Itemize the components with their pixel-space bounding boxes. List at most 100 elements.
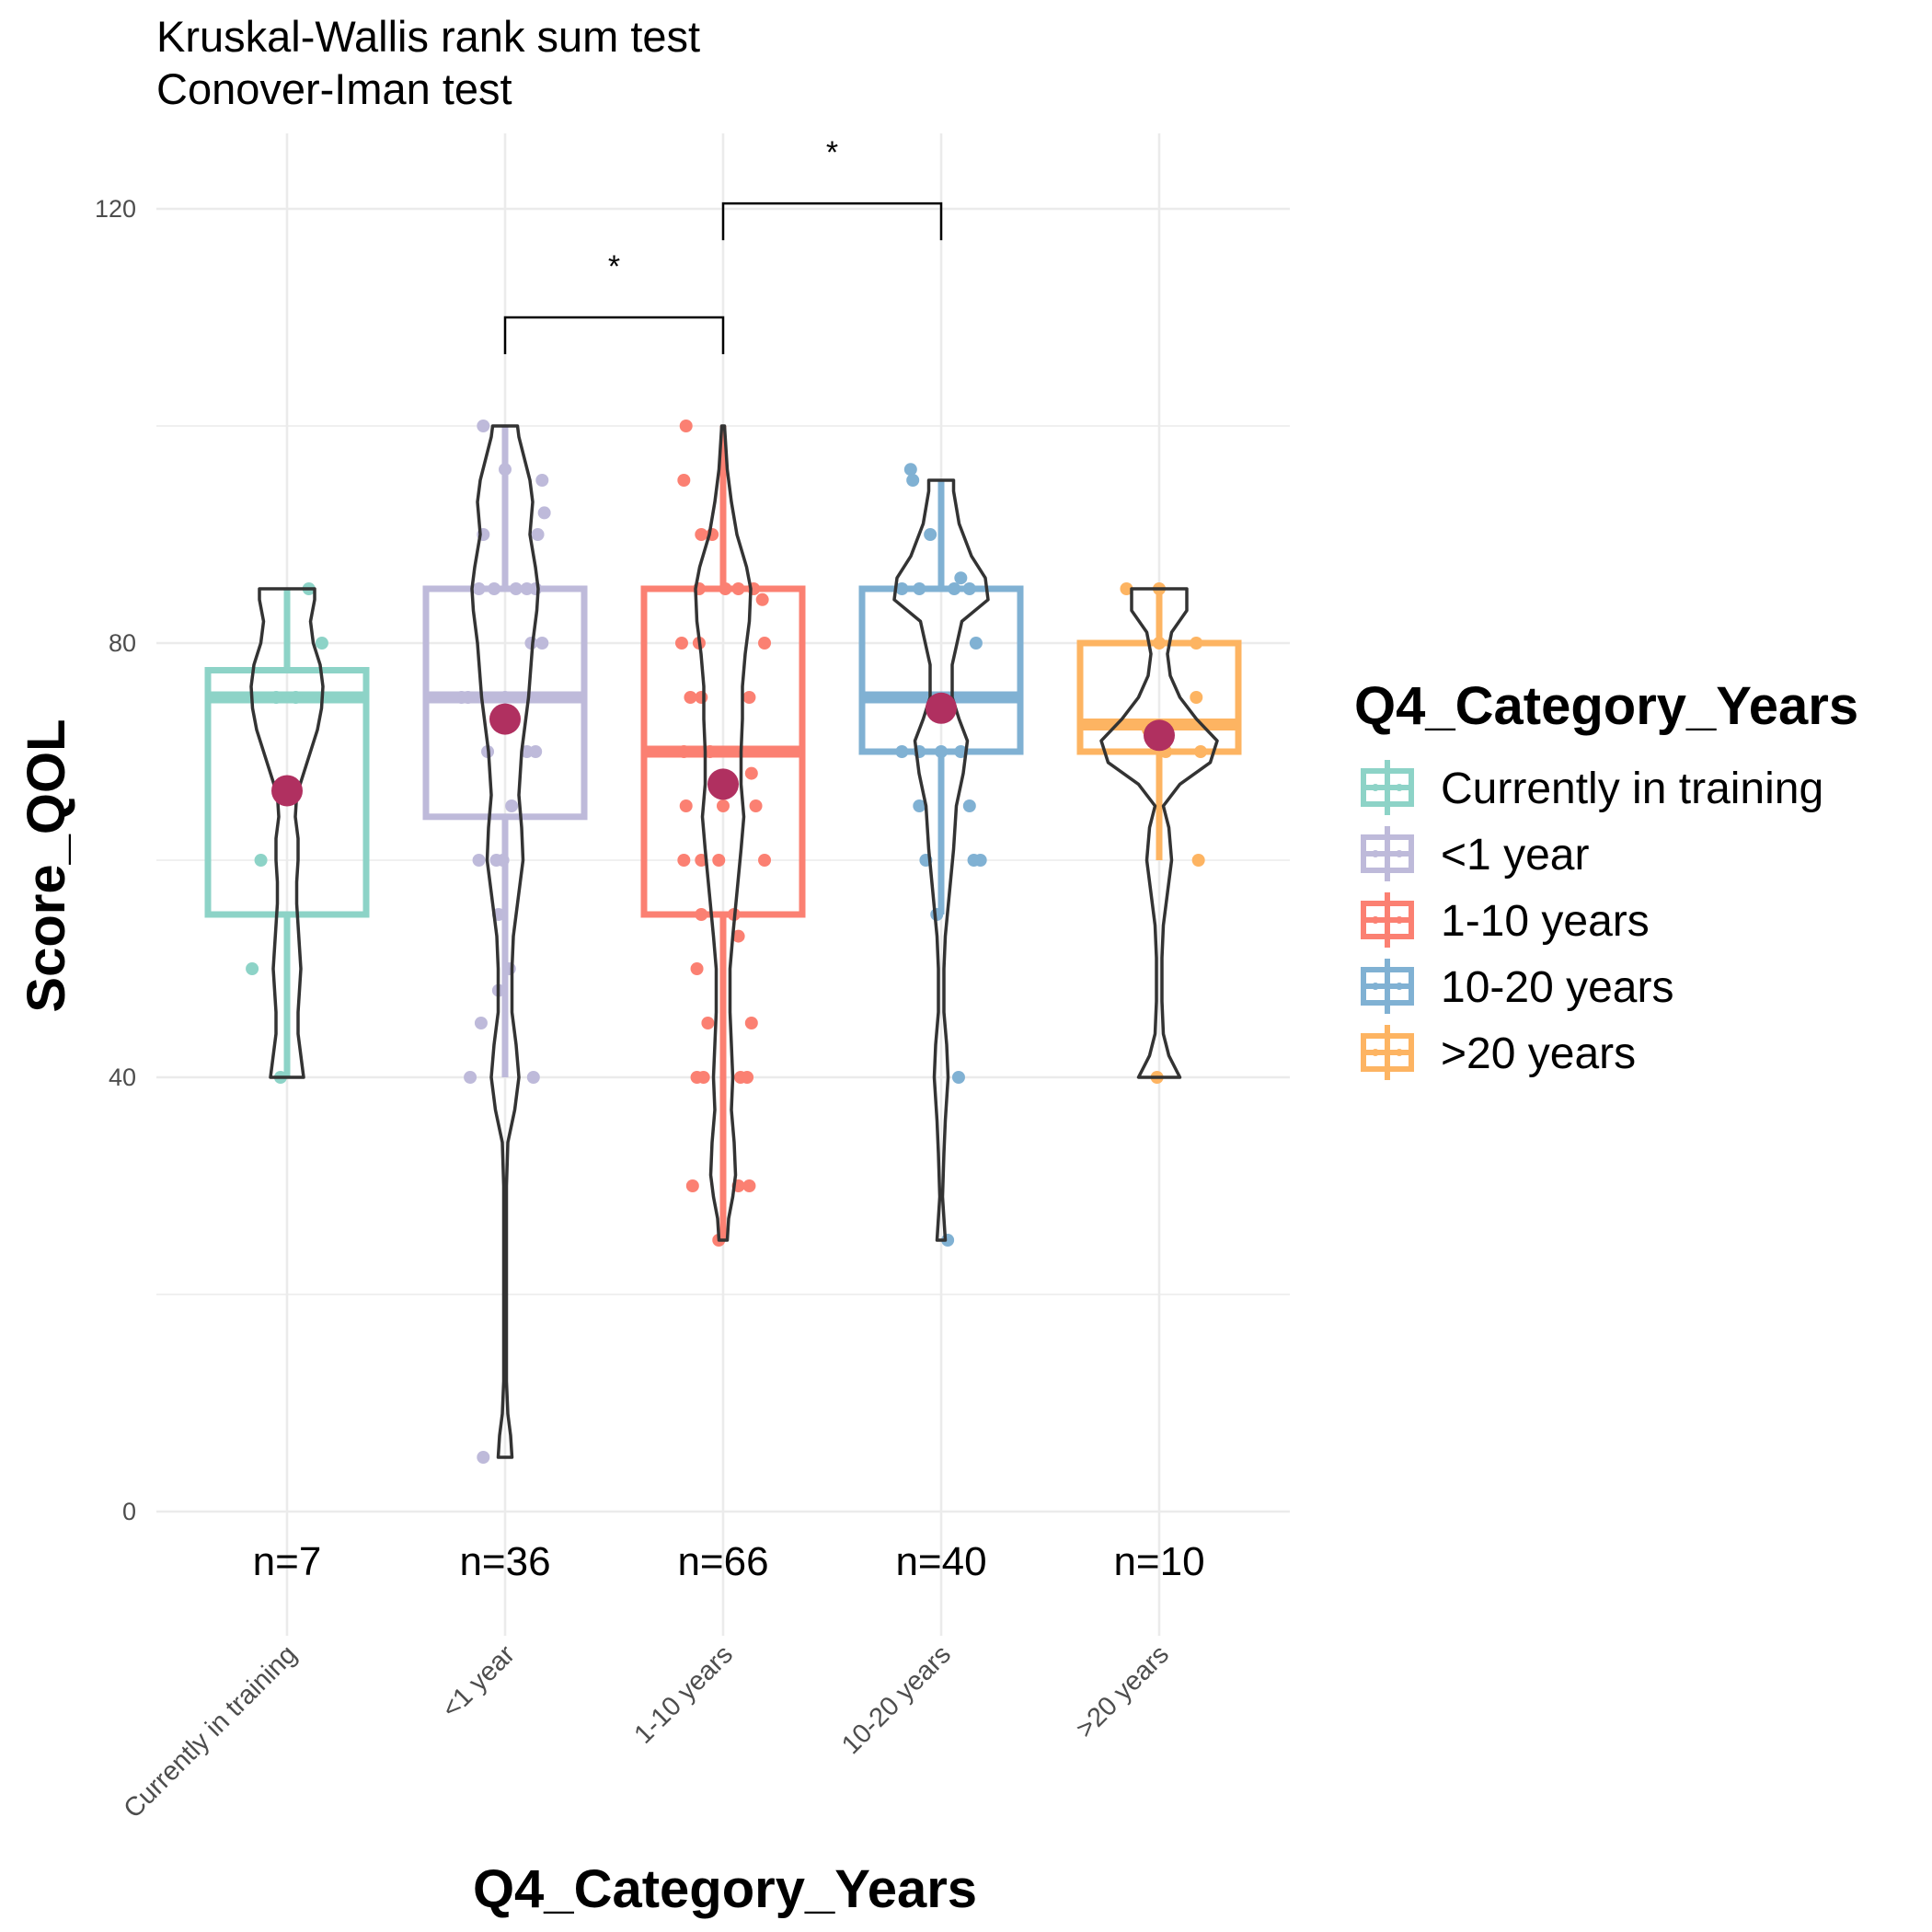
- data-point: [502, 962, 516, 975]
- legend-label: <1 year: [1441, 831, 1589, 880]
- legend-key-point: [1372, 1049, 1379, 1056]
- legend-key-point: [1396, 784, 1403, 791]
- count-label: n=10: [1113, 1539, 1204, 1584]
- series-group: [640, 420, 806, 1247]
- series-group: [422, 420, 588, 1464]
- data-point: [677, 854, 691, 867]
- data-point: [924, 528, 937, 541]
- data-point: [755, 592, 769, 606]
- data-point: [677, 474, 691, 487]
- data-point: [973, 854, 987, 867]
- data-point: [1194, 745, 1208, 758]
- data-point: [679, 420, 693, 432]
- data-point: [474, 1017, 488, 1029]
- data-point: [948, 582, 961, 595]
- legend-item: <1 year: [1361, 826, 1589, 881]
- data-point: [472, 582, 486, 595]
- data-point: [690, 962, 704, 975]
- data-point: [744, 1017, 758, 1029]
- legend-key-point: [1372, 916, 1379, 924]
- series-group: [204, 582, 370, 1084]
- data-point: [535, 474, 549, 487]
- data-point: [731, 929, 745, 943]
- data-point: [703, 745, 717, 758]
- data-point: [499, 463, 512, 477]
- mean-marker: [489, 703, 521, 735]
- data-point: [731, 582, 745, 595]
- data-point: [509, 582, 523, 595]
- data-point: [749, 799, 763, 812]
- count-label: n=40: [895, 1539, 986, 1584]
- data-point: [270, 691, 283, 704]
- x-axis-title: Q4_Category_Years: [473, 1859, 977, 1919]
- legend-title: Q4_Category_Years: [1354, 676, 1858, 736]
- data-point: [903, 463, 917, 477]
- x-tick-label: >20 years: [1071, 1639, 1175, 1743]
- data-point: [895, 582, 909, 595]
- legend-item: Currently in training: [1361, 760, 1823, 815]
- legend-key-point: [1372, 784, 1379, 791]
- data-point: [529, 582, 543, 595]
- legend: Q4_Category_Years Currently in training <…: [1354, 676, 1858, 1080]
- chart-title: Kruskal-Wallis rank sum test: [156, 12, 700, 61]
- data-point: [464, 1071, 477, 1084]
- mean-marker: [926, 692, 957, 724]
- axes: Kruskal-Wallis rank sum test Conover-Ima…: [17, 12, 1205, 1919]
- y-axis-title: Score_QOL: [17, 719, 76, 1012]
- legend-label: 1-10 years: [1441, 897, 1650, 946]
- data-point: [684, 691, 697, 704]
- y-tick-label: 120: [95, 195, 136, 223]
- legend-label: Currently in training: [1441, 765, 1823, 813]
- data-point: [1153, 637, 1166, 650]
- series-group: [858, 463, 1024, 1247]
- data-point: [913, 799, 926, 812]
- violin-outline: [892, 478, 990, 1242]
- data-point: [526, 1071, 540, 1084]
- data-point: [1191, 854, 1205, 867]
- data-point: [719, 582, 732, 595]
- legend-item: 1-10 years: [1361, 892, 1650, 948]
- legend-item: 10-20 years: [1361, 959, 1673, 1014]
- data-point: [742, 1179, 756, 1192]
- x-tick-label: 10-20 years: [836, 1639, 957, 1760]
- plot-area: **: [204, 135, 1242, 1464]
- violin-outline: [470, 424, 540, 1459]
- data-point: [1120, 582, 1133, 595]
- data-point: [674, 637, 688, 650]
- grid: [156, 133, 1290, 1636]
- data-point: [913, 582, 926, 595]
- significance-label: *: [608, 249, 620, 284]
- data-point: [477, 420, 490, 432]
- count-label: n=36: [459, 1539, 550, 1584]
- data-point: [246, 962, 259, 975]
- legend-key-point: [1372, 983, 1379, 990]
- significance-label: *: [826, 135, 838, 170]
- data-point: [505, 799, 519, 812]
- x-tick-label: 1-10 years: [628, 1639, 739, 1750]
- data-point: [254, 854, 268, 867]
- count-label: n=7: [253, 1539, 322, 1584]
- data-point: [741, 1071, 754, 1084]
- mean-marker: [271, 775, 303, 807]
- data-point: [499, 691, 512, 704]
- legend-label: 10-20 years: [1441, 963, 1673, 1012]
- data-point: [472, 854, 486, 867]
- data-point: [951, 1071, 965, 1084]
- y-tick-label: 80: [109, 629, 136, 657]
- data-point: [742, 691, 756, 704]
- data-point: [712, 854, 726, 867]
- legend-key-point: [1372, 850, 1379, 857]
- data-point: [969, 637, 983, 650]
- data-point: [717, 799, 730, 812]
- chart-subtitle: Conover-Iman test: [156, 64, 512, 113]
- data-point: [695, 528, 708, 541]
- legend-label: >20 years: [1441, 1029, 1636, 1078]
- data-point: [696, 1071, 710, 1084]
- x-tick-label: <1 year: [436, 1639, 521, 1724]
- series-group: [1076, 582, 1242, 1084]
- data-point: [685, 1179, 699, 1192]
- data-point: [289, 691, 303, 704]
- data-point: [531, 528, 545, 541]
- data-point: [315, 637, 328, 650]
